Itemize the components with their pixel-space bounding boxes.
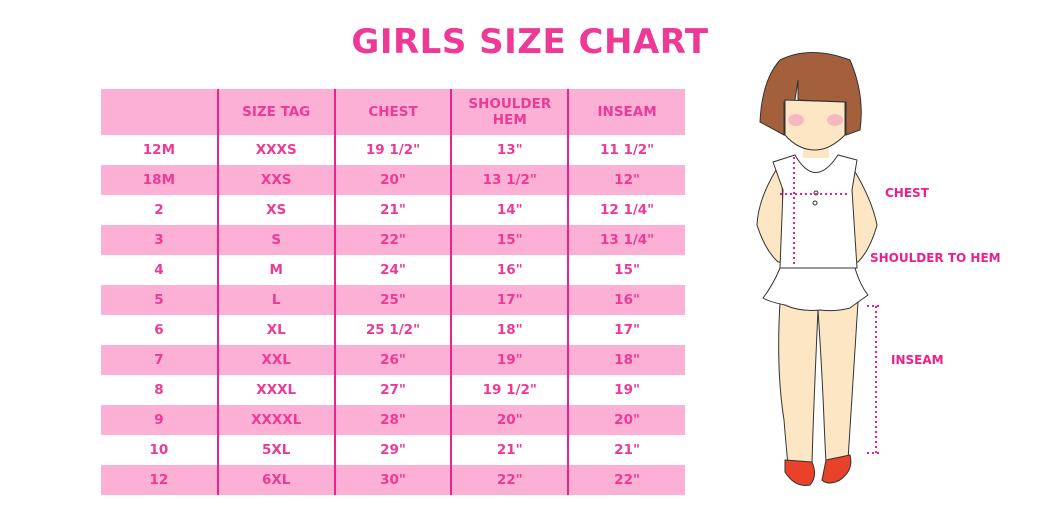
cell-inseam: 17" <box>567 315 685 345</box>
cell-inseam: 19" <box>567 375 685 405</box>
cell-chest: 21" <box>333 195 452 225</box>
cell-size-tag: XL <box>216 315 335 345</box>
table-row: 9 XXXXL 28" 20" 20" <box>101 405 685 435</box>
header-shoulder-hem: SHOULDER HEM <box>450 89 569 135</box>
cell-inseam: 20" <box>567 405 685 435</box>
cell-size: 18M <box>101 165 218 195</box>
cell-chest: 19 1/2" <box>333 135 452 165</box>
cell-size: 8 <box>154 382 164 398</box>
table-row: 10 5XL 29" 21" 21" <box>101 435 685 465</box>
cell-size: 7 <box>101 345 218 375</box>
cell-size-tag: XXXS <box>216 135 335 165</box>
cell-shoulder-hem: 20" <box>450 405 569 435</box>
left-shoe <box>784 459 816 486</box>
cell-size: 2 <box>154 202 164 218</box>
right-arm <box>849 168 878 263</box>
right-leg <box>817 301 859 463</box>
table-row: 12 6XL 30" 22" 22" <box>101 465 685 495</box>
table-row: 7 XXL 26" 19" 18" <box>101 345 685 375</box>
face <box>784 99 846 151</box>
cell-size-tag: L <box>216 285 335 315</box>
cell-chest: 22" <box>333 225 452 255</box>
header-inseam: INSEAM <box>567 89 685 135</box>
cell-inseam: 12 1/4" <box>567 195 685 225</box>
size-chart-table: SIZE TAG CHEST SHOULDER HEM INSEAM 12M XX… <box>101 89 685 495</box>
shoulder-to-hem-label: SHOULDER TO HEM <box>870 251 1001 265</box>
table-row: 18M XXS 20" 13 1/2" 12" <box>101 165 685 195</box>
cell-size-tag: XXS <box>216 165 335 195</box>
cell-size-tag: XXL <box>216 345 335 375</box>
cell-inseam: 18" <box>567 345 685 375</box>
cell-chest: 27" <box>333 375 452 405</box>
cell-chest: 25" <box>333 285 452 315</box>
cell-chest: 28" <box>333 405 452 435</box>
page-title: GIRLS SIZE CHART <box>351 22 709 62</box>
table-row: 8 XXXL 27" 19 1/2" 19" <box>101 375 685 405</box>
cell-size: 3 <box>101 225 218 255</box>
cell-chest: 24" <box>333 255 452 285</box>
left-arm <box>756 169 786 263</box>
table-row: 5 L 25" 17" 16" <box>101 285 685 315</box>
cell-shoulder-hem: 18" <box>450 315 569 345</box>
cell-shoulder-hem: 19 1/2" <box>450 375 569 405</box>
cell-inseam: 22" <box>567 465 685 495</box>
header-size-tag: SIZE TAG <box>216 89 335 135</box>
hair <box>759 52 862 136</box>
cell-size-tag: 6XL <box>216 465 335 495</box>
inseam-label: INSEAM <box>891 353 944 367</box>
girl-measurement-illustration <box>756 52 881 486</box>
cell-shoulder-hem: 14" <box>450 195 569 225</box>
cell-shoulder-hem: 16" <box>450 255 569 285</box>
header-chest: CHEST <box>333 89 452 135</box>
cell-chest: 29" <box>333 435 452 465</box>
cell-shoulder-hem: 19" <box>450 345 569 375</box>
cell-size: 9 <box>101 405 218 435</box>
cell-chest: 26" <box>333 345 452 375</box>
cell-size: 6 <box>154 322 164 338</box>
cell-shoulder-hem: 13 1/2" <box>450 165 569 195</box>
table-row: 6 XL 25 1/2" 18" 17" <box>101 315 685 345</box>
cell-size: 5 <box>101 285 218 315</box>
cell-inseam: 16" <box>567 285 685 315</box>
girl-figure <box>756 52 878 486</box>
cell-shoulder-hem: 21" <box>450 435 569 465</box>
left-cheek <box>788 114 804 126</box>
button-icon <box>812 200 818 206</box>
cell-shoulder-hem: 22" <box>450 465 569 495</box>
cell-inseam: 15" <box>567 255 685 285</box>
cell-size: 12M <box>142 142 176 158</box>
cell-size: 4 <box>154 262 164 278</box>
cell-size-tag: M <box>216 255 335 285</box>
cell-inseam: 12" <box>567 165 685 195</box>
chest-label: CHEST <box>885 186 929 200</box>
cell-inseam: 11 1/2" <box>567 135 685 165</box>
cell-size: 10 <box>149 442 169 458</box>
header-size <box>101 89 218 135</box>
skirt <box>762 267 869 312</box>
measurement-lines <box>780 157 881 454</box>
table-row: 3 S 22" 15" 13 1/4" <box>101 225 685 255</box>
cell-size-tag: XXXL <box>216 375 335 405</box>
cell-shoulder-hem: 17" <box>450 285 569 315</box>
cell-size: 12 <box>101 465 218 495</box>
cell-size-tag: XXXXL <box>216 405 335 435</box>
cell-size-tag: S <box>216 225 335 255</box>
cell-inseam: 21" <box>567 435 685 465</box>
table-row: 12M XXXS 19 1/2" 13" 11 1/2" <box>101 135 685 165</box>
cell-chest: 25 1/2" <box>333 315 452 345</box>
cell-size-tag: 5XL <box>216 435 335 465</box>
cell-size-tag: XS <box>216 195 335 225</box>
table-row: 2 XS 21" 14" 12 1/4" <box>101 195 685 225</box>
cell-chest: 30" <box>333 465 452 495</box>
table-row: 4 M 24" 16" 15" <box>101 255 685 285</box>
left-leg <box>778 301 819 466</box>
right-cheek <box>827 114 843 126</box>
cell-shoulder-hem: 13" <box>450 135 569 165</box>
cell-inseam: 13 1/4" <box>567 225 685 255</box>
table-header-row: SIZE TAG CHEST SHOULDER HEM INSEAM <box>101 89 685 135</box>
top <box>772 154 858 269</box>
right-shoe <box>821 454 852 484</box>
cell-shoulder-hem: 15" <box>450 225 569 255</box>
cell-chest: 20" <box>333 165 452 195</box>
